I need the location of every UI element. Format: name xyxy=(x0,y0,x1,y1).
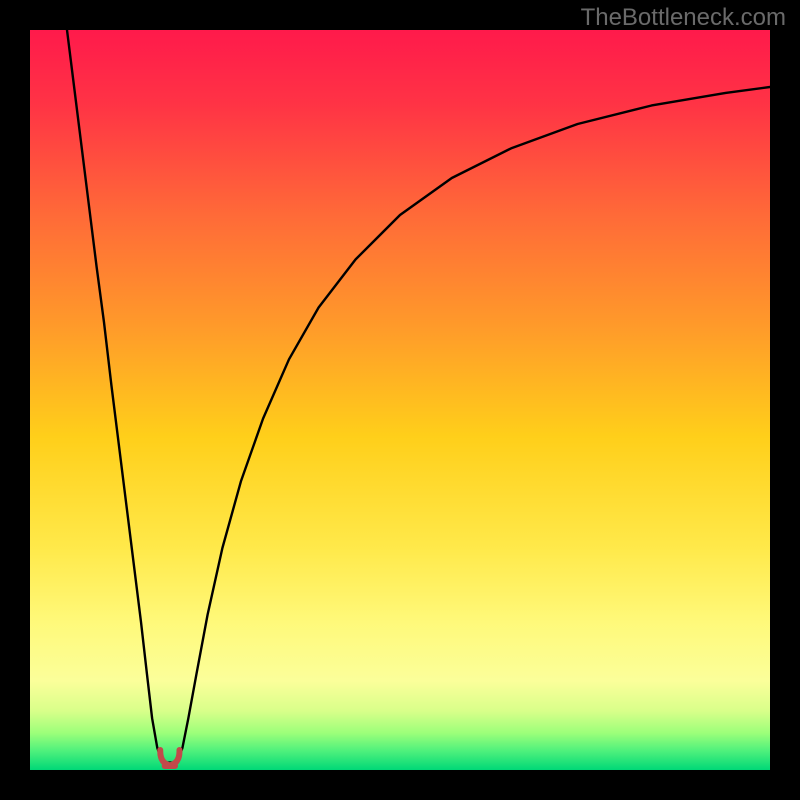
bottleneck-curve xyxy=(67,30,770,763)
watermark-text: TheBottleneck.com xyxy=(581,4,786,32)
curve-layer xyxy=(30,30,770,770)
plot-area xyxy=(30,30,770,770)
valley-marker xyxy=(160,750,179,766)
